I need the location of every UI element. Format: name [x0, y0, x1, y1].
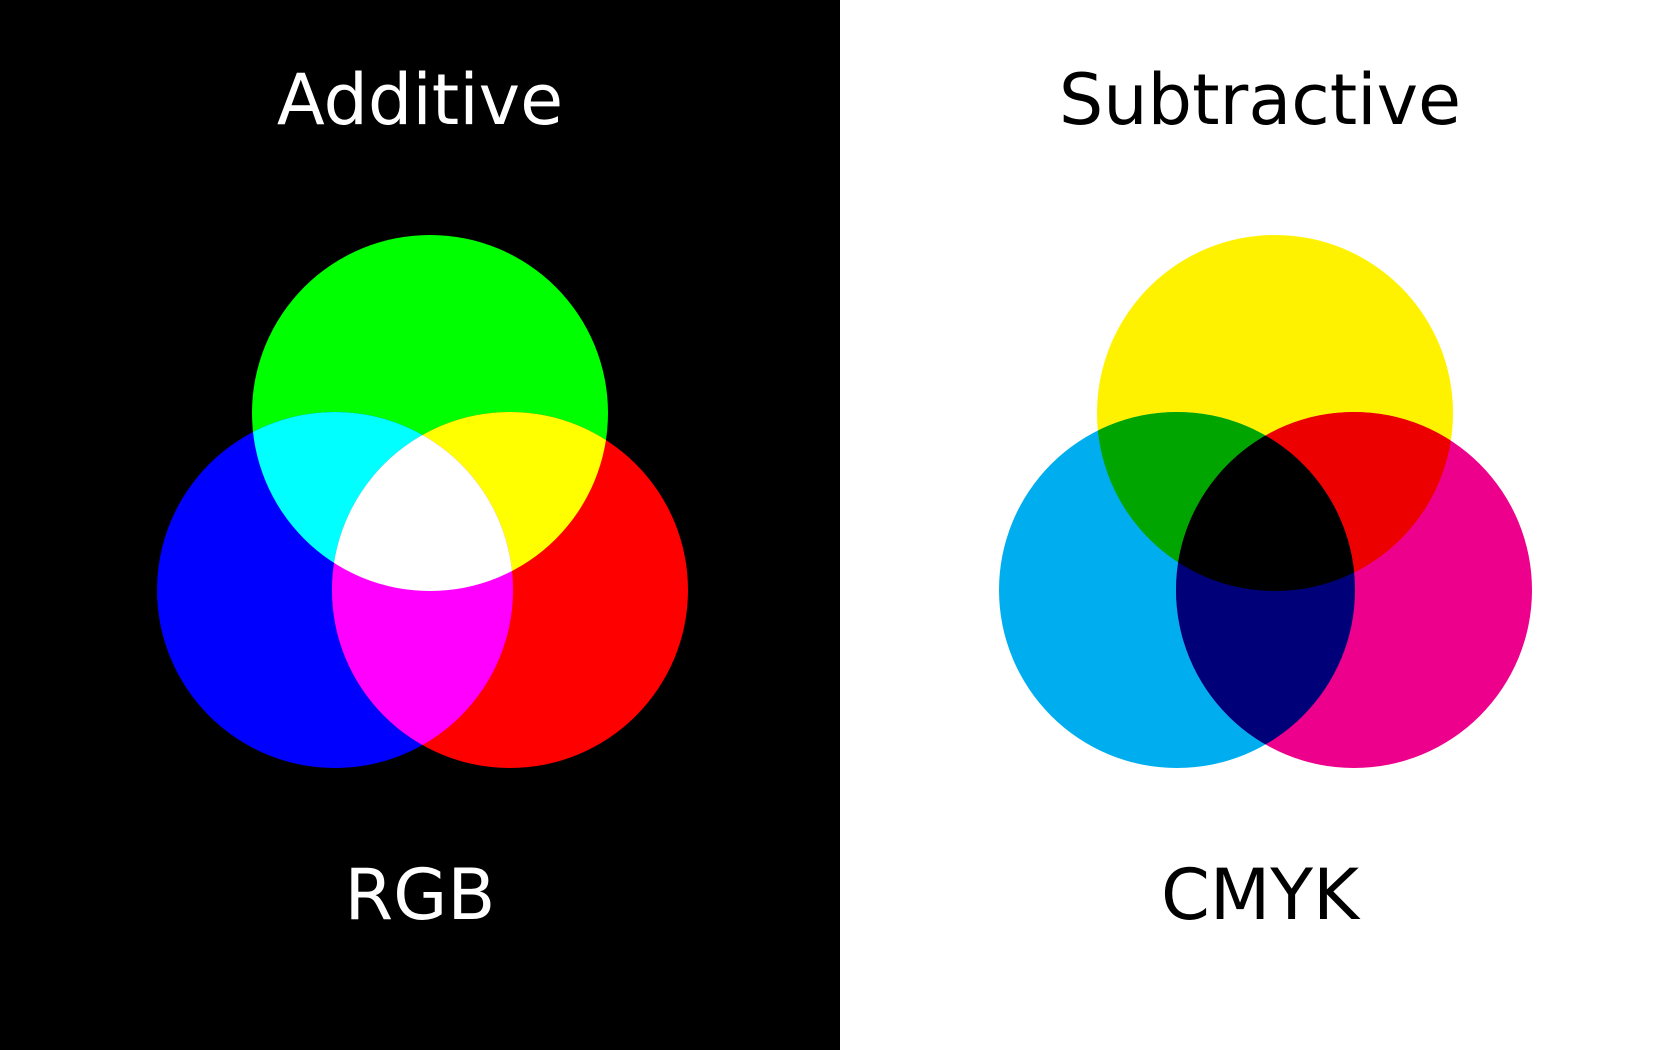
subtractive-panel: Subtractive CMYK	[840, 0, 1680, 1050]
cmyk-label: CMYK	[1161, 854, 1359, 936]
additive-title: Additive	[276, 59, 564, 141]
rgb-label: RGB	[344, 854, 496, 936]
subtractive-title: Subtractive	[1058, 59, 1462, 141]
rgb-venn-diagram	[157, 235, 688, 768]
cmyk-venn-diagram	[999, 235, 1532, 768]
additive-panel: Additive RGB	[0, 0, 840, 1050]
